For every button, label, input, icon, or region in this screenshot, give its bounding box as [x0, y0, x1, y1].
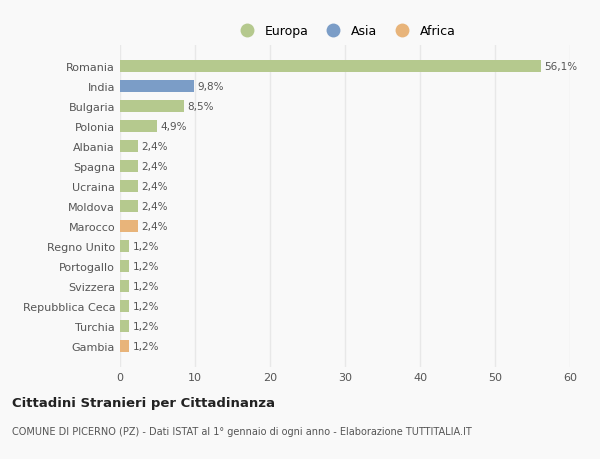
- Text: 1,2%: 1,2%: [133, 302, 159, 312]
- Text: 9,8%: 9,8%: [197, 82, 224, 91]
- Text: COMUNE DI PICERNO (PZ) - Dati ISTAT al 1° gennaio di ogni anno - Elaborazione TU: COMUNE DI PICERNO (PZ) - Dati ISTAT al 1…: [12, 426, 472, 436]
- Bar: [120, 341, 129, 353]
- Text: 4,9%: 4,9%: [161, 122, 187, 132]
- Text: Cittadini Stranieri per Cittadinanza: Cittadini Stranieri per Cittadinanza: [12, 396, 275, 409]
- Bar: [120, 161, 138, 173]
- Bar: [120, 280, 129, 292]
- Bar: [120, 261, 129, 273]
- Text: 56,1%: 56,1%: [545, 62, 578, 72]
- Bar: [120, 101, 184, 112]
- Bar: [120, 320, 129, 333]
- Text: 1,2%: 1,2%: [133, 322, 159, 331]
- Bar: [120, 180, 138, 192]
- Text: 2,4%: 2,4%: [142, 202, 168, 212]
- Bar: [120, 301, 129, 313]
- Bar: [120, 140, 138, 152]
- Text: 1,2%: 1,2%: [133, 241, 159, 252]
- Bar: [120, 201, 138, 213]
- Text: 1,2%: 1,2%: [133, 262, 159, 272]
- Legend: Europa, Asia, Africa: Europa, Asia, Africa: [229, 20, 461, 43]
- Text: 8,5%: 8,5%: [187, 101, 214, 112]
- Text: 1,2%: 1,2%: [133, 281, 159, 291]
- Bar: [120, 241, 129, 252]
- Text: 2,4%: 2,4%: [142, 141, 168, 151]
- Bar: [120, 80, 193, 93]
- Bar: [120, 121, 157, 133]
- Text: 2,4%: 2,4%: [142, 162, 168, 172]
- Bar: [120, 221, 138, 233]
- Text: 2,4%: 2,4%: [142, 182, 168, 191]
- Text: 1,2%: 1,2%: [133, 341, 159, 352]
- Text: 2,4%: 2,4%: [142, 222, 168, 231]
- Bar: [120, 61, 541, 73]
